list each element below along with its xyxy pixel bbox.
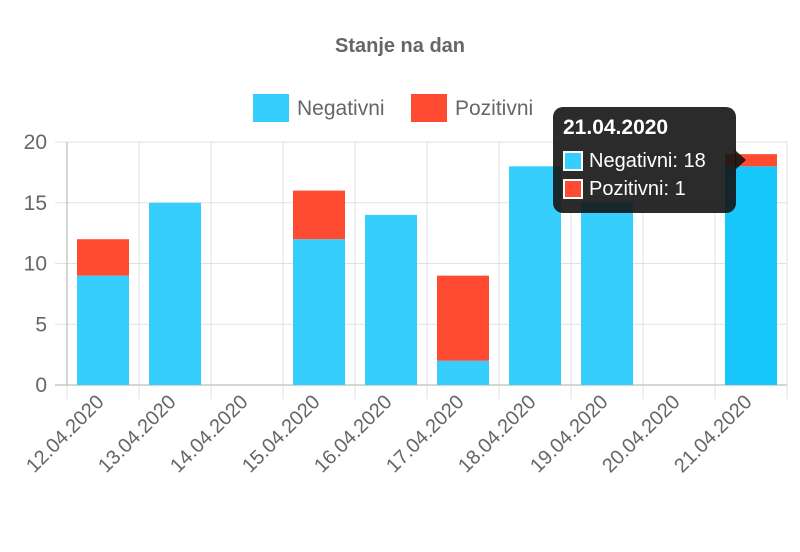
tooltip-row-negativni: Negativni: 18	[563, 147, 726, 175]
legend-swatch-negativni	[253, 94, 289, 122]
bar-pozitivni-15-04-2020	[293, 190, 345, 240]
tooltip-row-pozitivni: Pozitivni: 1	[563, 175, 726, 203]
bar-negativni-19-04-2020	[581, 202, 633, 385]
y-tick-label: 0	[35, 374, 47, 397]
tooltip-label-pozitivni: Pozitivni: 1	[589, 178, 686, 200]
chart-title: Stanje na dan	[335, 35, 465, 57]
y-tick-label: 5	[35, 313, 47, 336]
chart-tooltip: 21.04.2020 Negativni: 18 Pozitivni: 1	[553, 107, 736, 213]
bar-pozitivni-12-04-2020	[77, 239, 129, 276]
bar-negativni-15-04-2020	[293, 239, 345, 385]
x-tick-label: 21.04.2020	[670, 391, 756, 477]
bar-pozitivni-17-04-2020	[437, 275, 489, 361]
tooltip-arrow	[735, 150, 746, 170]
legend-swatch-pozitivni	[411, 94, 447, 122]
bar-negativni-16-04-2020	[365, 214, 417, 385]
tooltip-label-negativni: Negativni: 18	[589, 150, 706, 172]
legend-label-negativni: Negativni	[297, 97, 385, 120]
y-tick-label: 20	[24, 131, 47, 154]
bar-negativni-18-04-2020	[509, 166, 561, 385]
tooltip-swatch-negativni	[563, 151, 583, 171]
bar-negativni-17-04-2020	[437, 360, 489, 385]
tooltip-swatch-pozitivni	[563, 179, 583, 199]
bar-negativni-13-04-2020	[149, 202, 201, 385]
bar-negativni-12-04-2020	[77, 275, 129, 385]
y-tick-label: 10	[24, 253, 47, 276]
tooltip-title: 21.04.2020	[563, 116, 669, 139]
y-tick-label: 15	[24, 192, 47, 215]
legend-label-pozitivni: Pozitivni	[455, 97, 533, 120]
